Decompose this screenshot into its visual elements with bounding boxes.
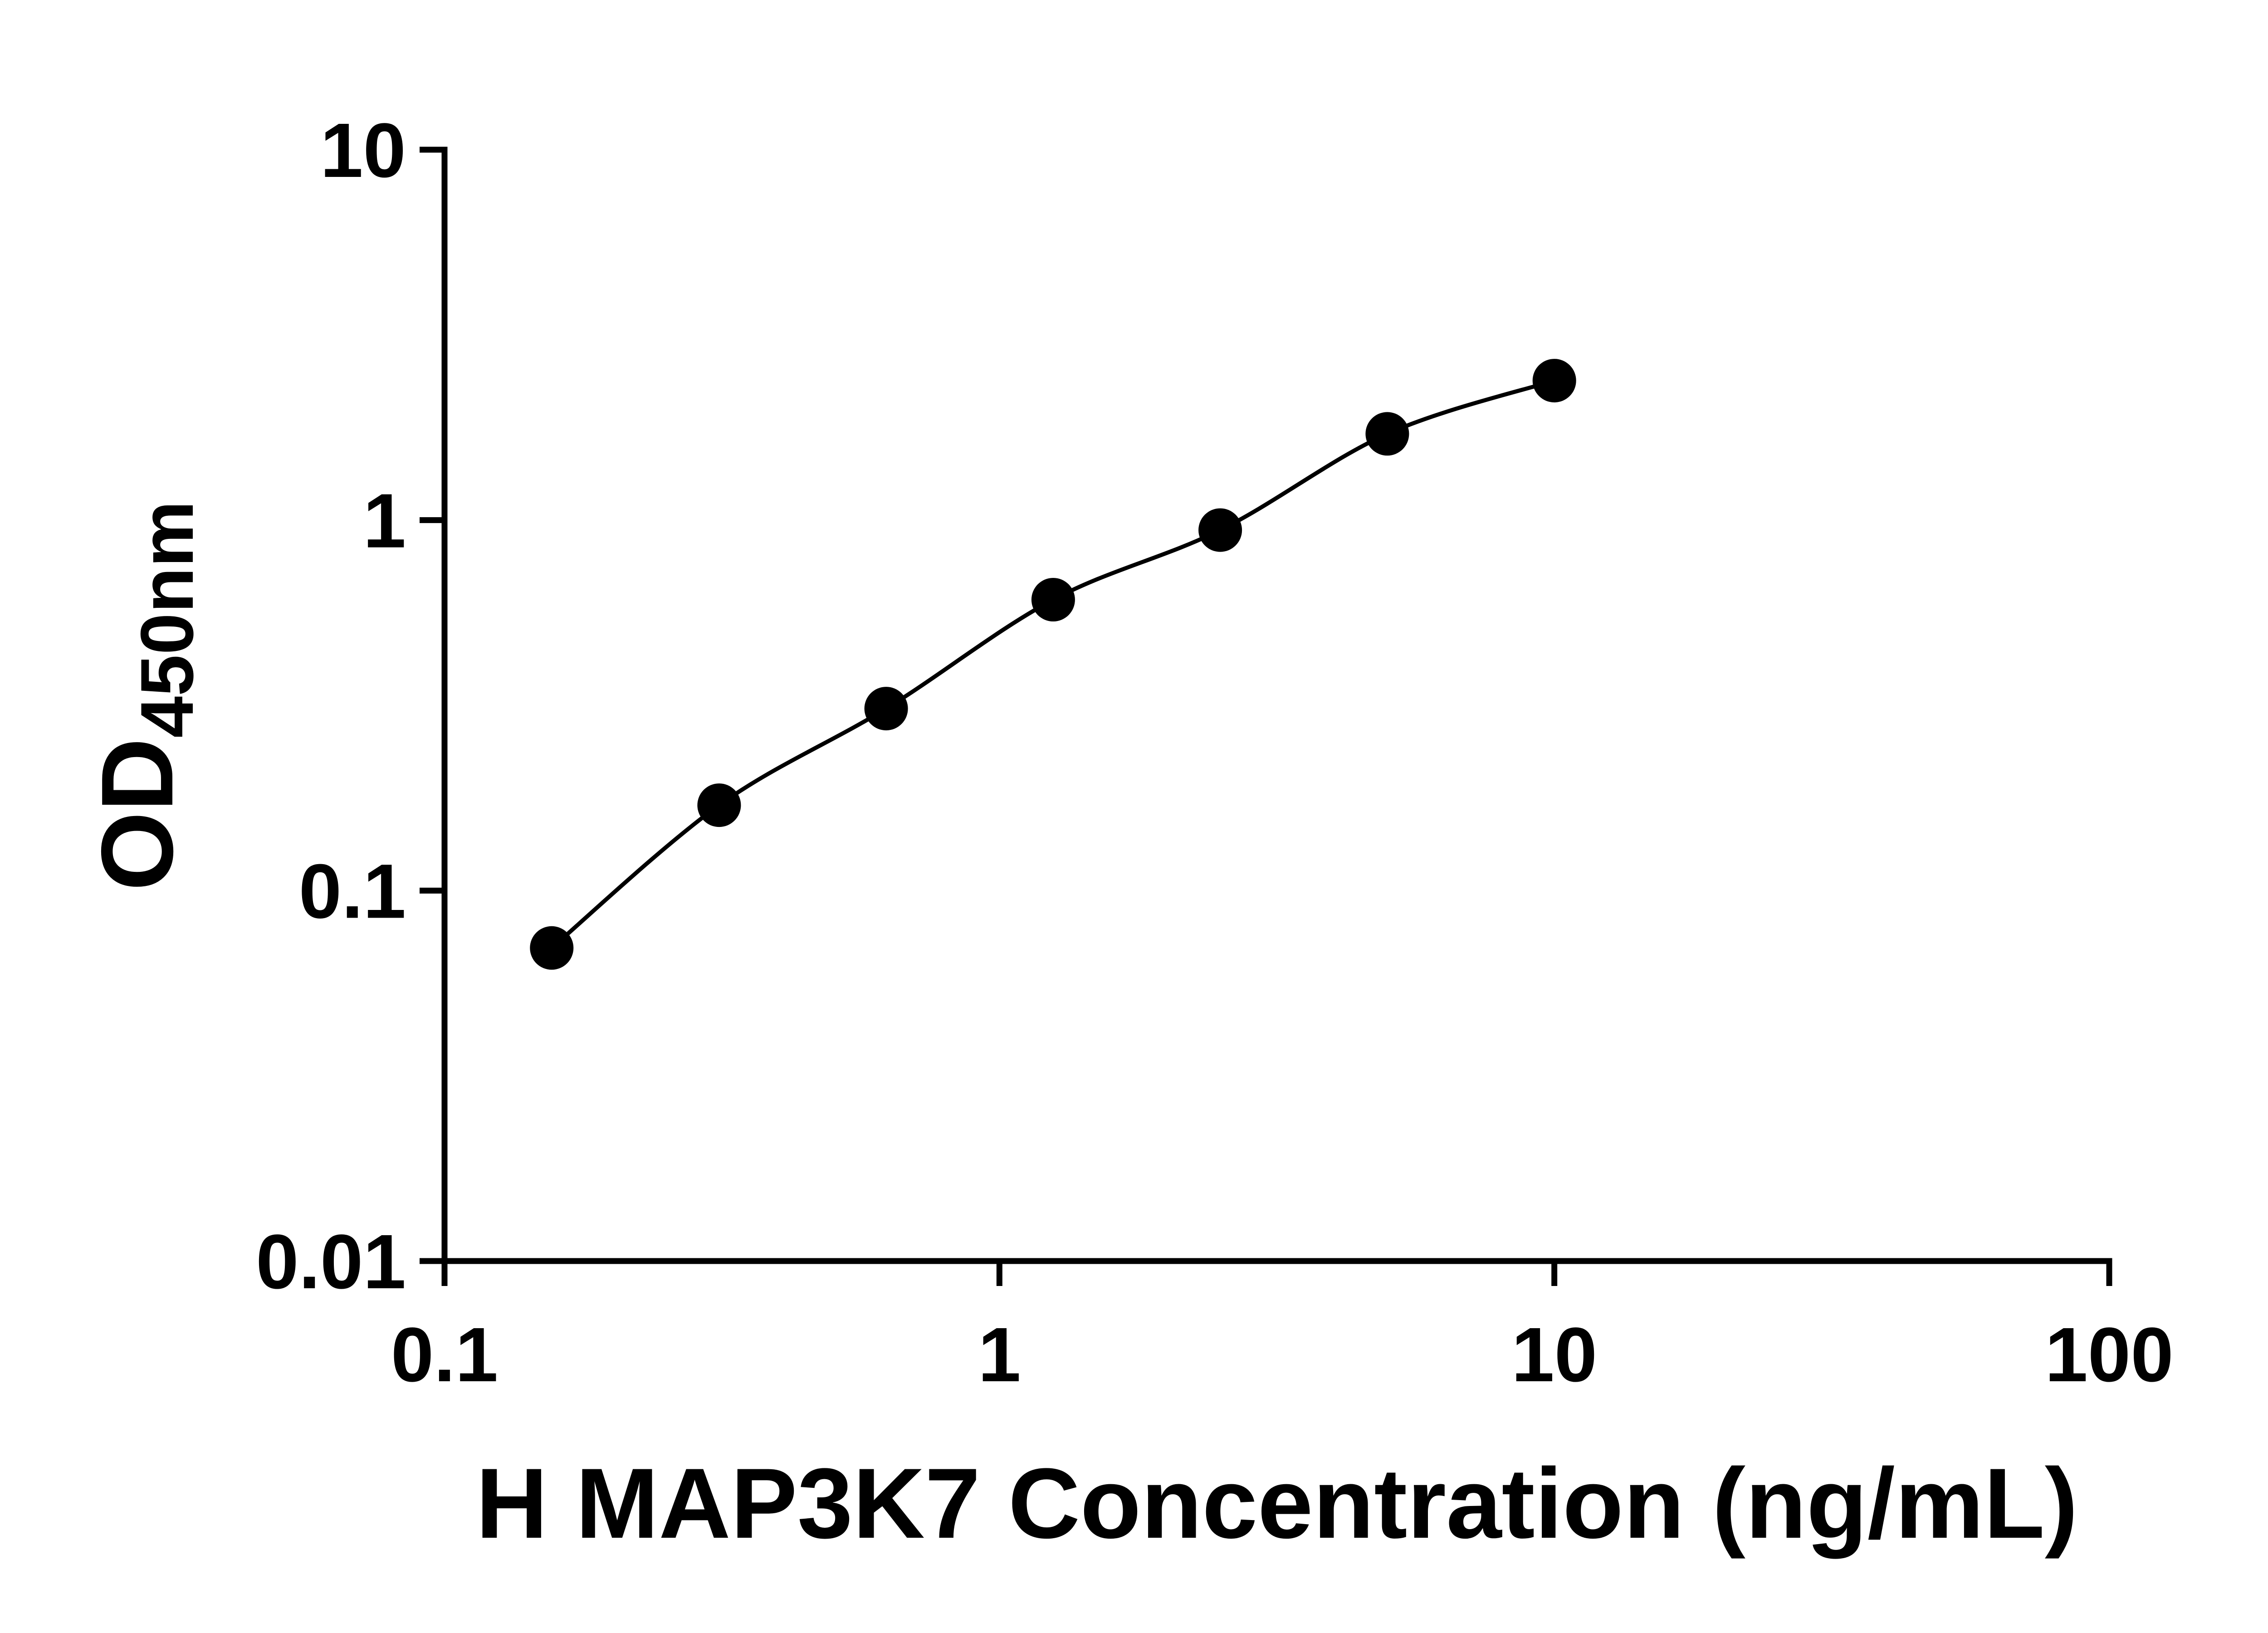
fit-curve <box>550 378 1555 950</box>
data-point <box>1365 412 1409 456</box>
y-tick-label: 10 <box>320 108 406 194</box>
x-tick-label: 100 <box>2045 1312 2174 1398</box>
x-tick-label: 0.1 <box>391 1312 498 1398</box>
y-tick-label: 0.1 <box>299 848 406 934</box>
data-point <box>1198 508 1242 552</box>
y-axis-title-subscript: 450nm <box>125 501 209 738</box>
data-point <box>864 687 908 731</box>
axes-frame <box>441 147 2112 1264</box>
data-point <box>1031 578 1075 621</box>
data-point <box>1532 359 1576 403</box>
data-point <box>530 926 574 970</box>
data-point <box>697 783 741 827</box>
x-tick-label: 10 <box>1511 1312 1597 1398</box>
y-axis-title: OD450nm <box>80 501 209 891</box>
y-tick-label: 0.01 <box>256 1219 406 1305</box>
y-tick-label: 1 <box>363 478 406 564</box>
x-tick-label: 1 <box>978 1312 1021 1398</box>
x-axis-title: H MAP3K7 Concentration (ng/mL) <box>476 1447 2078 1559</box>
y-axis-title-main: OD <box>80 738 194 891</box>
